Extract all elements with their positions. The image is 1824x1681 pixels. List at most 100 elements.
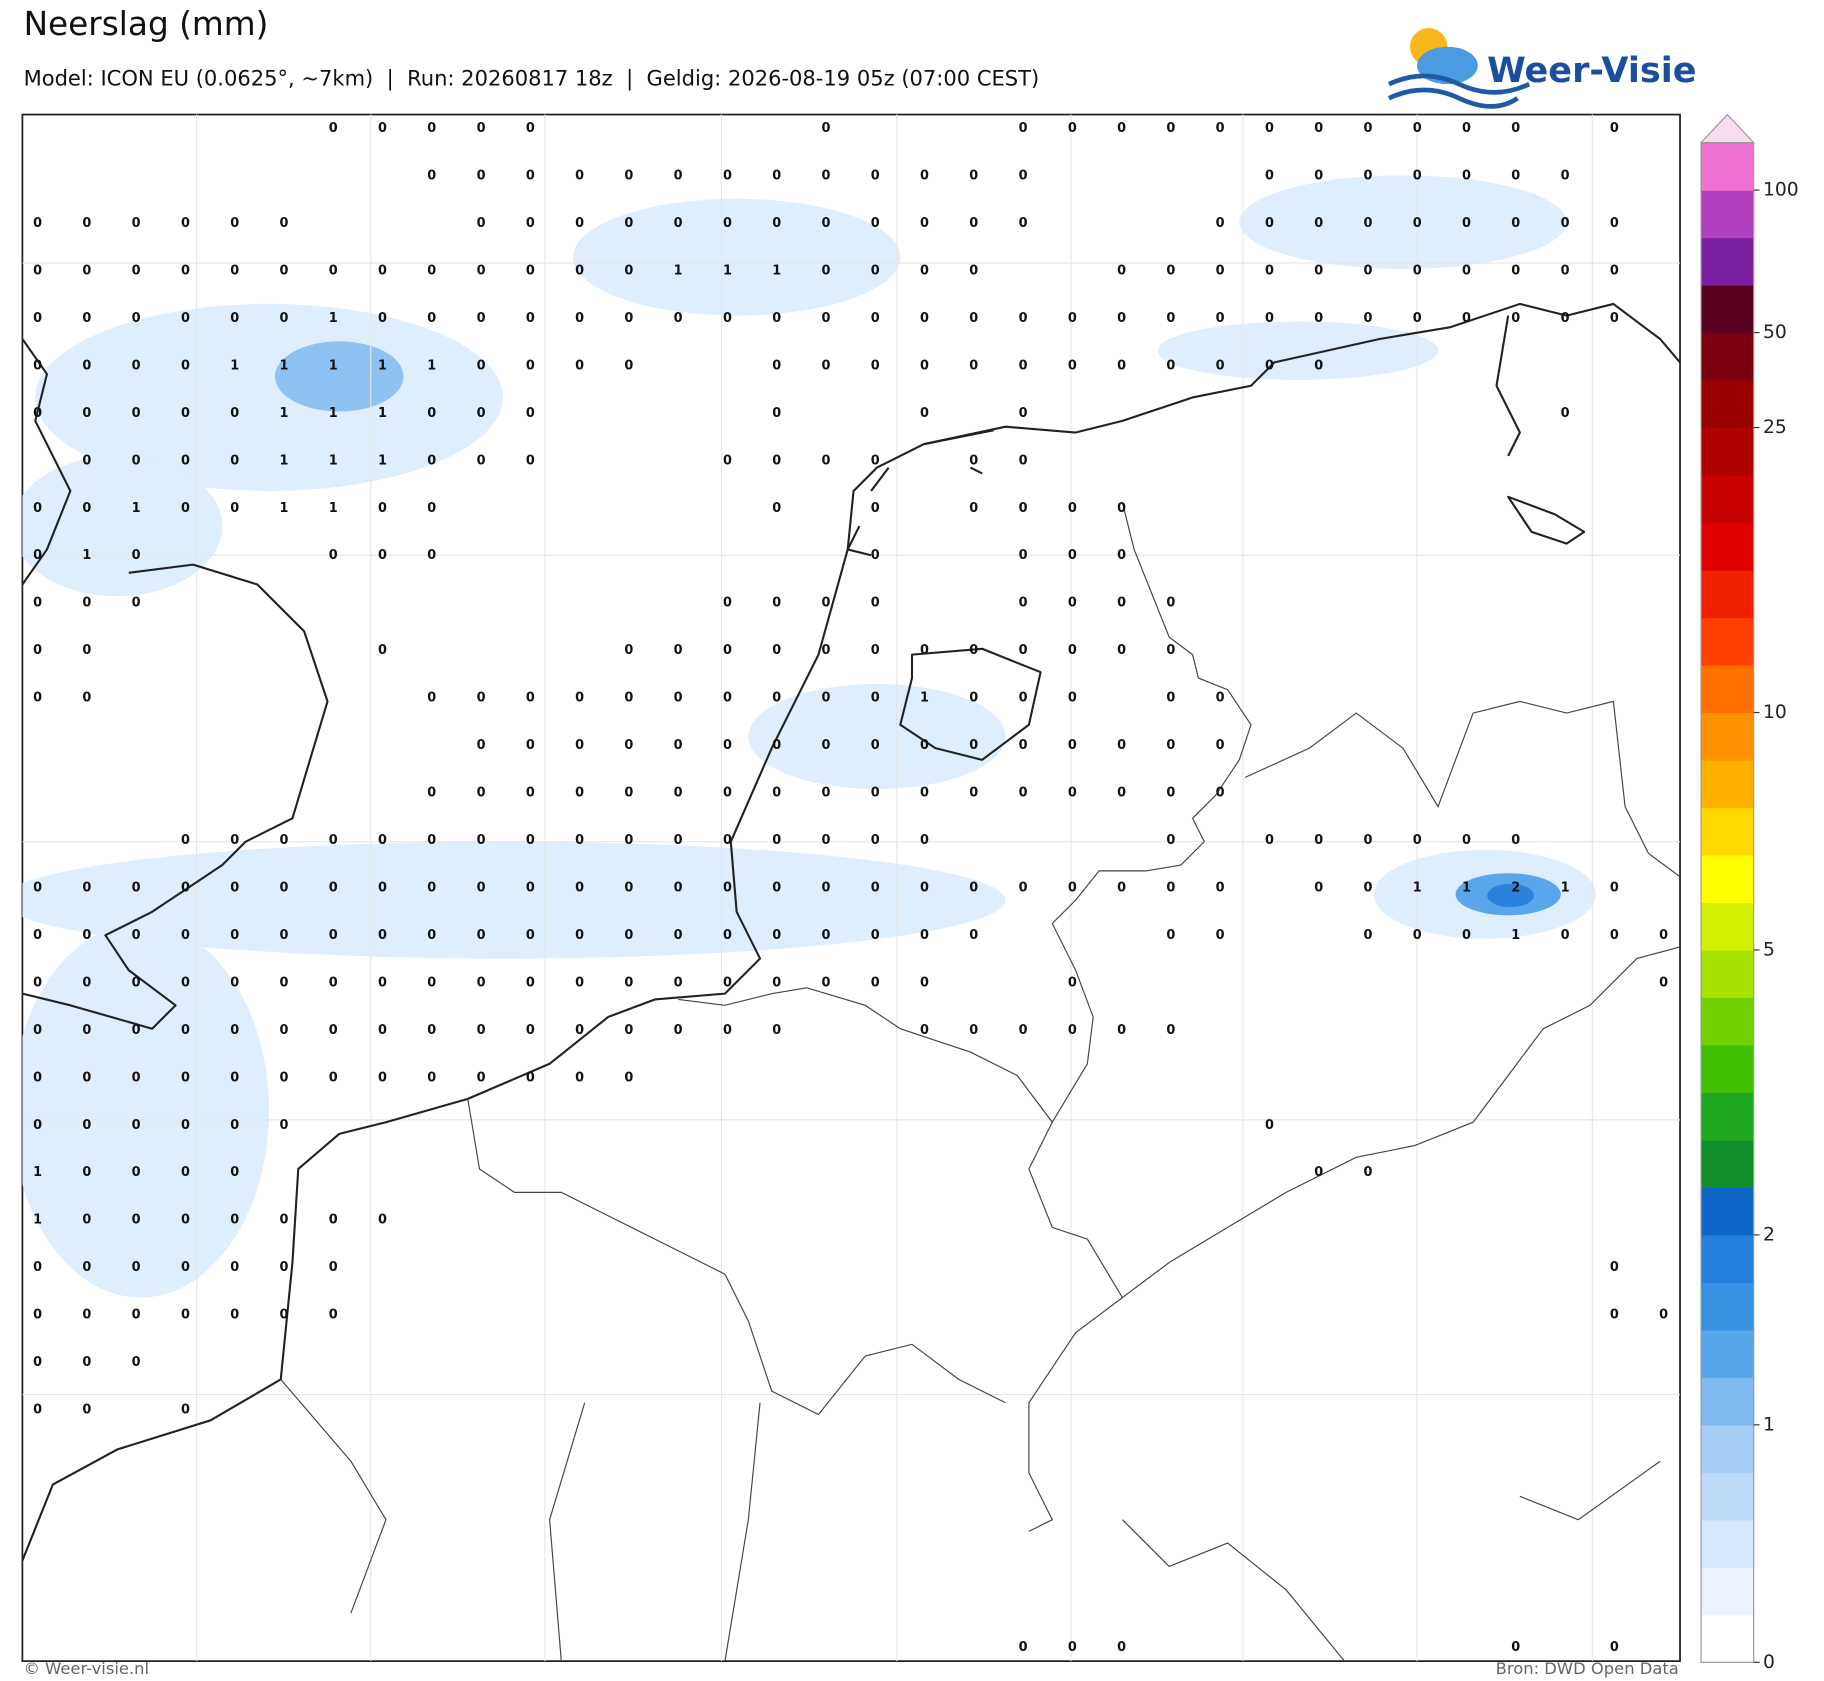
grid-value: 0 <box>1659 1308 1668 1323</box>
grid-value: 0 <box>821 975 830 990</box>
grid-value: 0 <box>1166 121 1175 136</box>
grid-value: 0 <box>230 1023 239 1038</box>
grid-value: 0 <box>969 169 978 184</box>
grid-value: 0 <box>1314 311 1323 326</box>
grid-value: 0 <box>1413 121 1422 136</box>
grid-value: 1 <box>1561 880 1570 895</box>
grid-value: 0 <box>526 358 535 373</box>
grid-value: 0 <box>132 311 141 326</box>
grid-value: 0 <box>329 1023 338 1038</box>
grid-value: 0 <box>427 786 436 801</box>
grid-value: 0 <box>82 263 91 278</box>
grid-value: 0 <box>477 121 486 136</box>
grid-value: 1 <box>378 358 387 373</box>
grid-value: 0 <box>772 169 781 184</box>
grid-value: 1 <box>279 358 288 373</box>
grid-value: 0 <box>230 1308 239 1323</box>
grid-value: 0 <box>969 691 978 706</box>
grid-value: 0 <box>821 216 830 231</box>
grid-value: 0 <box>772 643 781 658</box>
colorbar-bin <box>1701 617 1754 666</box>
grid-value: 0 <box>871 548 880 563</box>
grid-value: 0 <box>674 311 683 326</box>
grid-value: 0 <box>181 928 190 943</box>
grid-value: 0 <box>821 928 830 943</box>
grid-value: 0 <box>329 880 338 895</box>
grid-value: 0 <box>1363 880 1372 895</box>
grid-value: 0 <box>33 358 42 373</box>
coast-uk-north <box>22 338 72 586</box>
grid-value: 0 <box>920 643 929 658</box>
grid-value: 0 <box>575 263 584 278</box>
grid-value: 0 <box>1019 786 1028 801</box>
colorbar-bin <box>1701 807 1754 856</box>
grid-value: 0 <box>82 1403 91 1418</box>
grid-value: 0 <box>181 1403 190 1418</box>
grid-value: 0 <box>1068 691 1077 706</box>
grid-value: 0 <box>1068 548 1077 563</box>
grid-value: 0 <box>477 169 486 184</box>
grid-value: 0 <box>821 358 830 373</box>
grid-value: 0 <box>82 1118 91 1133</box>
grid-value: 0 <box>181 833 190 848</box>
grid-value: 0 <box>230 501 239 516</box>
logo-wave <box>1387 73 1531 109</box>
grid-value: 0 <box>279 311 288 326</box>
grid-value: 0 <box>378 1023 387 1038</box>
grid-value: 0 <box>575 311 584 326</box>
grid-value: 0 <box>920 169 929 184</box>
grid-value: 0 <box>329 548 338 563</box>
grid-value: 0 <box>1068 596 1077 611</box>
grid-value: 0 <box>1511 121 1520 136</box>
grid-value: 0 <box>329 1070 338 1085</box>
grid-value: 0 <box>526 1070 535 1085</box>
grid-value: 0 <box>1117 1023 1126 1038</box>
grid-value: 0 <box>230 1213 239 1228</box>
grid-value: 0 <box>1413 833 1422 848</box>
grid-value: 0 <box>477 975 486 990</box>
grid-value: 0 <box>378 643 387 658</box>
colorbar-bin <box>1701 522 1754 571</box>
grid-value: 0 <box>230 453 239 468</box>
map-layer: 0 0 0 0 0 0 0 0 0 0 0 0 0 0 0 0 0 0 0 0 0 0 0 0 0 0 0 0 0 0 0 0 0 0 0 0 0 0 0 0… <box>22 114 1681 1662</box>
grid-value: 0 <box>279 1308 288 1323</box>
grid-value: 0 <box>969 358 978 373</box>
colorbar-bin <box>1701 1187 1754 1236</box>
grid-value: 0 <box>82 1023 91 1038</box>
grid-value: 2 <box>1511 880 1520 895</box>
grid-value: 0 <box>477 833 486 848</box>
grid-value: 0 <box>1216 691 1225 706</box>
grid-value: 0 <box>772 501 781 516</box>
grid-value: 0 <box>871 738 880 753</box>
grid-value: 0 <box>33 880 42 895</box>
grid-value: 0 <box>477 216 486 231</box>
grid-value: 0 <box>1166 738 1175 753</box>
grid-value: 0 <box>1314 169 1323 184</box>
grid-value: 0 <box>33 216 42 231</box>
grid-value: 0 <box>427 169 436 184</box>
grid-value: 0 <box>82 1070 91 1085</box>
grid-value: 0 <box>1117 880 1126 895</box>
grid-value: 0 <box>33 975 42 990</box>
grid-value: 0 <box>1117 501 1126 516</box>
grid-value: 0 <box>1413 216 1422 231</box>
grid-value: 1 <box>1413 880 1422 895</box>
grid-value: 1 <box>674 263 683 278</box>
shade <box>748 683 1006 790</box>
grid-value: 0 <box>1166 786 1175 801</box>
grid-value: 0 <box>132 1213 141 1228</box>
grid-value: 0 <box>871 596 880 611</box>
grid-value: 0 <box>477 786 486 801</box>
grid-value: 0 <box>1117 311 1126 326</box>
grid-value: 0 <box>1068 738 1077 753</box>
copyright: © Weer-visie.nl <box>24 1659 150 1678</box>
grid-value: 0 <box>1216 880 1225 895</box>
grid-value: 0 <box>969 880 978 895</box>
grid-value: 0 <box>920 880 929 895</box>
grid-value: 0 <box>920 738 929 753</box>
grid-value: 0 <box>1166 1023 1175 1038</box>
grid-value: 0 <box>821 453 830 468</box>
grid-value: 0 <box>477 1070 486 1085</box>
grid-value: 0 <box>477 311 486 326</box>
grid-value: 0 <box>723 833 732 848</box>
